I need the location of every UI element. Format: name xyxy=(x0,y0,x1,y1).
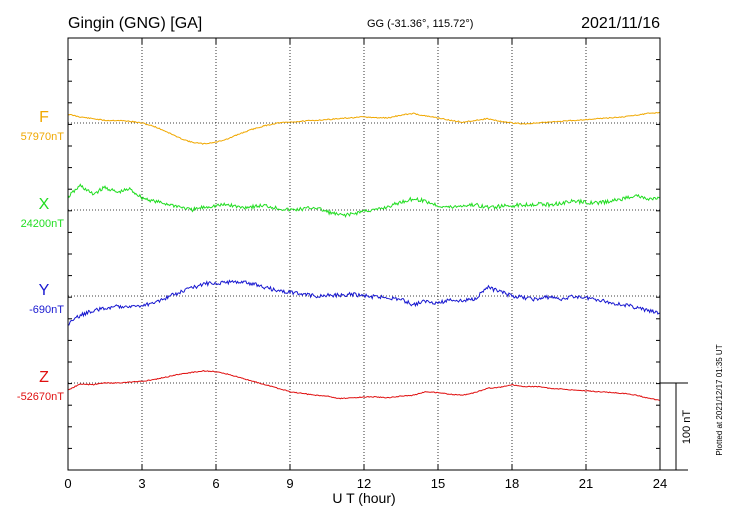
x-tick-label: 21 xyxy=(579,476,593,491)
scale-bar-label: 100 nT xyxy=(681,410,693,445)
series-baseline-label-x: 24200nT xyxy=(21,218,65,230)
x-tick-label: 3 xyxy=(138,476,145,491)
series-line-f xyxy=(67,111,661,145)
series-name-x: X xyxy=(39,196,50,213)
series-baseline-label-z: -52670nT xyxy=(17,391,64,403)
series-name-y: Y xyxy=(39,282,50,299)
plotted-timestamp: Plotted at 2021/12/17 01:35 UT xyxy=(715,344,724,455)
scale-bar: 100 nT xyxy=(660,382,693,471)
x-tick-label: 18 xyxy=(505,476,519,491)
x-tick-label: 6 xyxy=(212,476,219,491)
x-axis-label: U T (hour) xyxy=(332,490,395,506)
x-tick-label: 15 xyxy=(431,476,445,491)
series-labels: F 57970nT X 24200nT Y -690nT Z -52670nT xyxy=(17,109,64,403)
station-coords: GG (-31.36°, 115.72°) xyxy=(367,18,473,30)
series-name-f: F xyxy=(39,109,49,126)
series-baseline-label-y: -690nT xyxy=(29,304,64,316)
x-tick-label: 12 xyxy=(357,476,371,491)
chart-date: 2021/11/16 xyxy=(581,15,660,32)
x-tick-label: 24 xyxy=(653,476,667,491)
series-name-z: Z xyxy=(39,369,49,386)
x-tick-label: 9 xyxy=(286,476,293,491)
x-axis-ticks: 0 3 6 9 12 15 18 21 24 xyxy=(64,38,667,491)
series-lines xyxy=(67,111,661,401)
y-axis-ticks xyxy=(68,59,660,449)
x-tick-label: 0 xyxy=(64,476,71,491)
series-line-y xyxy=(67,279,661,326)
series-line-x xyxy=(67,183,661,218)
series-line-z xyxy=(68,370,661,401)
station-title: Gingin (GNG) [GA] xyxy=(68,15,202,32)
grid xyxy=(141,38,587,470)
series-baseline-label-f: 57970nT xyxy=(21,131,65,143)
